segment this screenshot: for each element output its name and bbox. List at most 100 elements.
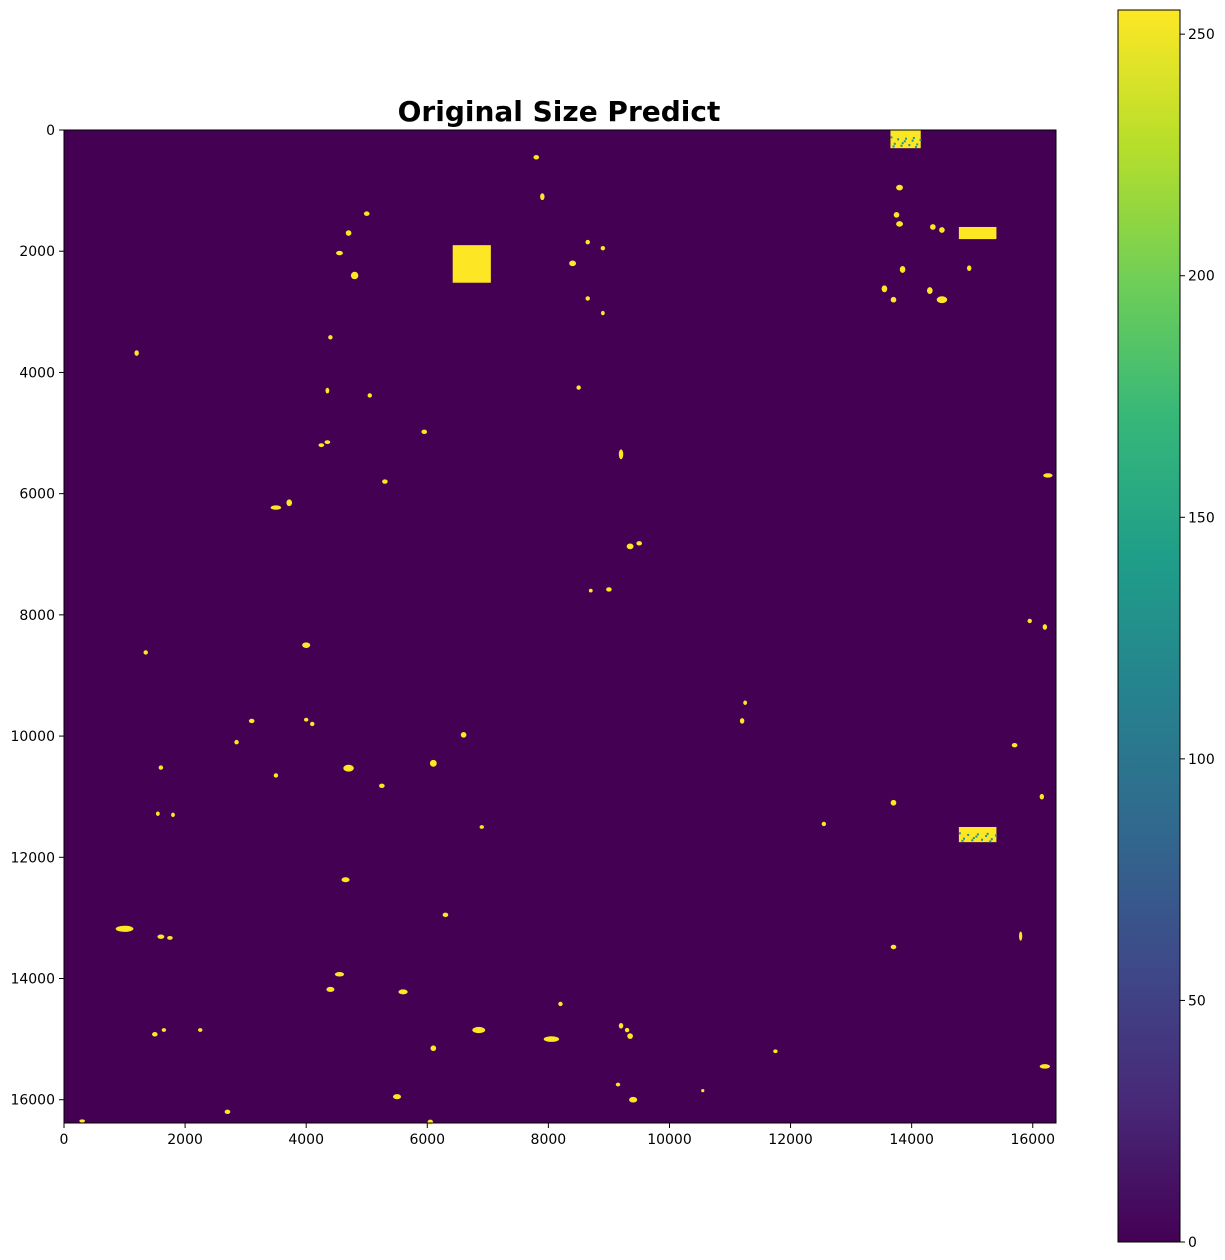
prediction-blob [606, 587, 612, 592]
prediction-speckle [919, 138, 922, 141]
plot-frame [63, 129, 1057, 1124]
prediction-blob [392, 1094, 402, 1100]
prediction-speckle [897, 138, 900, 141]
prediction-speckle [971, 839, 974, 842]
prediction-blob [115, 925, 134, 932]
prediction-blob [543, 1036, 560, 1042]
y-tick-label: 4000 [19, 365, 55, 381]
y-tick-label: 2000 [19, 244, 55, 260]
prediction-blob [429, 759, 437, 767]
prediction-blob [472, 1026, 486, 1034]
prediction-speckle [901, 142, 904, 145]
x-tick-label: 10000 [647, 1132, 692, 1148]
prediction-blob [624, 1027, 630, 1033]
x-tick-label: 2000 [167, 1132, 203, 1148]
prediction-blob [569, 260, 577, 267]
prediction-blob [927, 287, 933, 295]
prediction-blob [558, 1001, 563, 1007]
prediction-speckle [911, 139, 914, 142]
prediction-blob [899, 265, 906, 273]
y-tick-label: 0 [46, 123, 55, 139]
prediction-blob [270, 505, 282, 510]
colorbar-tick-label: 0 [1188, 1235, 1197, 1251]
prediction-blob [286, 499, 293, 507]
prediction-speckle [989, 840, 992, 843]
prediction-blob [427, 1119, 434, 1125]
x-axis: 0 2000 4000 6000 8000 10000 12000 14000 16000 [60, 1123, 1055, 1148]
prediction-blob [167, 935, 173, 940]
heatmap-background [64, 130, 1056, 1123]
x-tick-label: 4000 [288, 1132, 324, 1148]
prediction-blob [345, 230, 352, 236]
prediction-blob [1027, 618, 1032, 624]
prediction-speckle [975, 835, 978, 838]
y-tick-label: 12000 [10, 850, 55, 866]
prediction-blob [626, 543, 634, 550]
prediction-blob [821, 821, 827, 827]
prediction-blob [224, 1109, 231, 1115]
prediction-blob [1011, 742, 1018, 748]
prediction-speckle [976, 833, 979, 836]
prediction-blob [618, 449, 624, 460]
y-tick-label: 10000 [10, 729, 55, 745]
y-tick-label: 8000 [19, 608, 55, 624]
prediction-blob [248, 718, 255, 724]
prediction-blob [1019, 931, 1023, 941]
prediction-blob [157, 934, 165, 939]
prediction-blob [350, 271, 359, 280]
prediction-blob [881, 285, 888, 293]
prediction-speckle [912, 137, 915, 140]
prediction-region [958, 226, 997, 240]
prediction-blob [143, 650, 148, 655]
prediction-blob [334, 972, 345, 977]
prediction-blob [1043, 473, 1053, 478]
prediction-blob [421, 429, 428, 435]
y-tick-label: 14000 [10, 972, 55, 988]
prediction-blob [341, 877, 350, 883]
prediction-blob [155, 811, 160, 816]
prediction-speckle [892, 145, 895, 148]
prediction-blob [336, 250, 343, 256]
prediction-blob [79, 1119, 85, 1123]
prediction-blob [890, 296, 897, 303]
prediction-blob [939, 227, 945, 233]
colorbar-tick-label: 200 [1188, 269, 1215, 285]
prediction-blob [930, 224, 936, 230]
colorbar-tick-label: 250 [1188, 27, 1215, 43]
prediction-speckle [904, 137, 907, 140]
prediction-speckle [903, 140, 906, 143]
prediction-speckle [916, 143, 919, 146]
prediction-blob [618, 1022, 624, 1029]
colorbar-tick-label: 150 [1188, 510, 1215, 526]
prediction-blob [585, 296, 590, 301]
prediction-blob [966, 265, 972, 272]
prediction-blob [367, 393, 372, 398]
prediction-blob [363, 211, 370, 216]
prediction-blob [273, 773, 279, 778]
prediction-blob [303, 717, 309, 722]
chart-title: Original Size Predict [398, 95, 721, 128]
prediction-speckle [900, 144, 903, 147]
prediction-blob [1039, 1064, 1051, 1069]
prediction-speckle [893, 142, 896, 145]
x-tick-label: 16000 [1010, 1132, 1055, 1148]
plot-area [63, 129, 1057, 1125]
prediction-blob [302, 642, 311, 648]
prediction-blob [324, 440, 331, 445]
prediction-blob [460, 732, 467, 738]
x-tick-label: 6000 [409, 1132, 445, 1148]
prediction-blob [588, 588, 593, 593]
prediction-speckle [961, 839, 964, 842]
x-tick-label: 8000 [531, 1132, 567, 1148]
prediction-speckle [963, 837, 966, 840]
prediction-blob [382, 479, 388, 484]
prediction-blob [636, 541, 643, 546]
prediction-blob [540, 193, 545, 201]
prediction-blob [379, 783, 385, 788]
colorbar-tick-label: 50 [1188, 993, 1206, 1009]
prediction-speckle [986, 832, 989, 835]
x-tick-label: 0 [60, 1132, 69, 1148]
prediction-blob [326, 986, 335, 992]
prediction-speckle [994, 834, 997, 837]
prediction-blob [629, 1096, 638, 1103]
